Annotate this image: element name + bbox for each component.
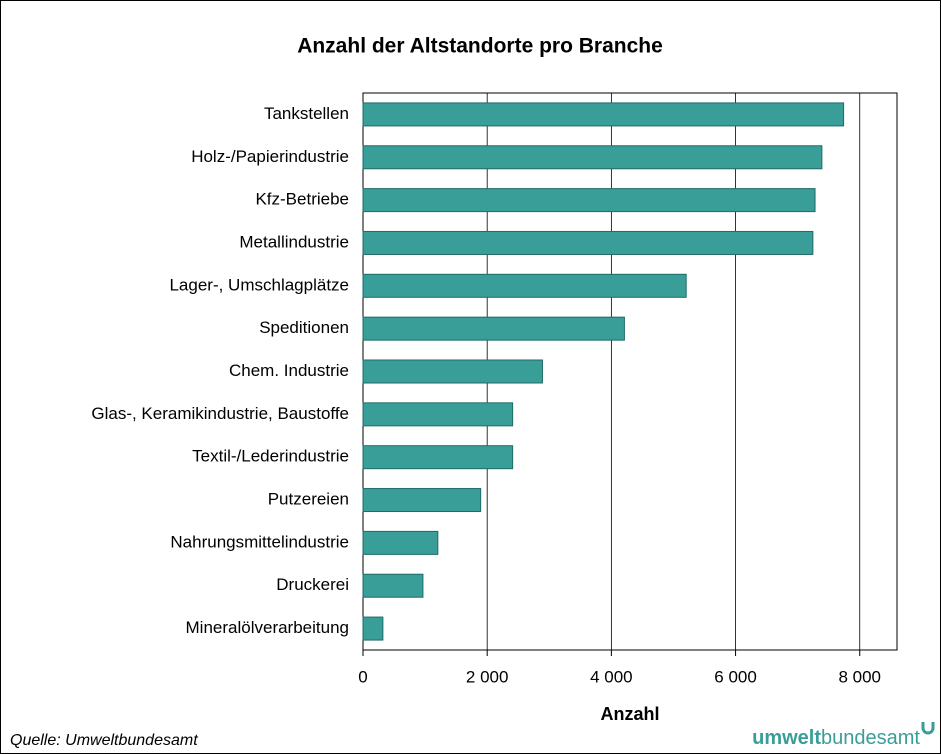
chart-title: Anzahl der Altstandorte pro Branche [297, 35, 663, 58]
bar [362, 102, 845, 127]
y-tick-label: Mineralölverarbeitung [186, 618, 349, 637]
y-tick-label: Druckerei [276, 575, 349, 594]
x-tick-label: 8 000 [838, 667, 881, 686]
x-axis-label: Anzahl [600, 704, 659, 724]
bar [362, 359, 543, 384]
logo: umweltbundesamt [752, 727, 920, 749]
x-tick-label: 2 000 [466, 667, 509, 686]
bar [362, 573, 424, 598]
logo-regular: bundesamt [821, 727, 920, 749]
logo-icon [921, 722, 935, 735]
bar [362, 230, 814, 255]
bar [362, 188, 816, 213]
y-tick-label: Metallindustrie [239, 232, 349, 251]
bar [362, 273, 687, 298]
bar [362, 145, 823, 170]
y-tick-label: Nahrungsmittelindustrie [170, 532, 349, 551]
bar [362, 488, 482, 513]
x-tick-label: 4 000 [590, 667, 633, 686]
source: Quelle: Umweltbundesamt [10, 732, 198, 749]
x-tick-label: 0 [358, 667, 367, 686]
logo-bold: umwelt [752, 727, 821, 749]
bar [362, 616, 384, 641]
y-tick-label: Textil-/Lederindustrie [192, 447, 349, 466]
x-tick-label: 6 000 [714, 667, 757, 686]
y-tick-label: Chem. Industrie [229, 361, 349, 380]
bar [362, 445, 514, 470]
y-tick-label: Kfz-Betriebe [255, 190, 349, 209]
y-tick-label: Speditionen [259, 318, 349, 337]
y-tick-label: Lager-, Umschlagplätze [169, 275, 349, 294]
bar [362, 402, 514, 427]
y-tick-label: Holz-/Papierindustrie [191, 147, 349, 166]
y-tick-label: Tankstellen [264, 104, 349, 123]
y-tick-label: Glas-, Keramikindustrie, Baustoffe [91, 404, 349, 423]
bar [362, 316, 625, 341]
bar [362, 530, 439, 555]
y-tick-label: Putzereien [268, 490, 349, 509]
